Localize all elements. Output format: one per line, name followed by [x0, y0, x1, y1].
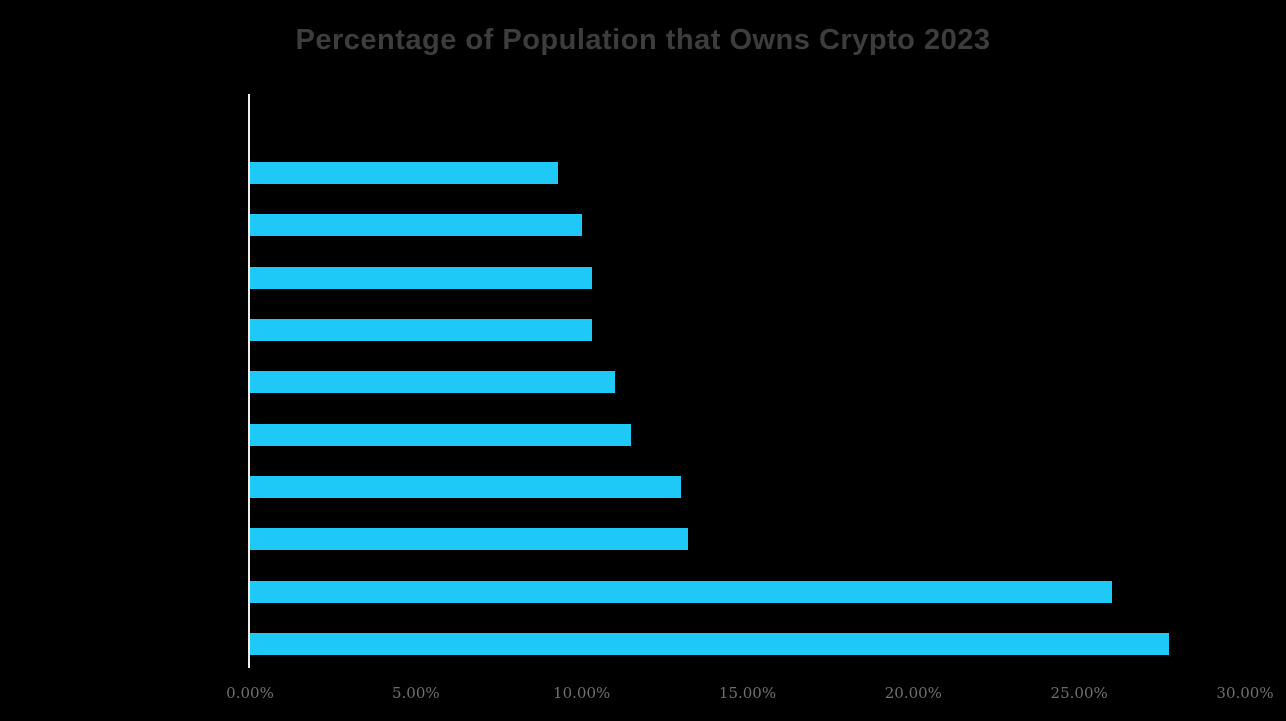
y-axis-line — [248, 94, 250, 668]
bar — [250, 423, 632, 446]
bar — [250, 162, 559, 184]
bar — [250, 528, 688, 551]
x-axis-tick-label: 10.00% — [553, 684, 611, 702]
bar — [250, 371, 615, 394]
bar — [250, 475, 682, 498]
bar — [250, 214, 582, 237]
x-axis: 0.00% 5.00% 10.00% 15.00% 20.00% 25.00% 30.00% — [226, 684, 1273, 704]
bar — [250, 580, 1113, 603]
x-axis-tick-label: 5.00% — [392, 684, 440, 702]
plot-area — [250, 95, 1245, 668]
x-axis-tick-label: 30.00% — [1216, 684, 1274, 702]
x-axis-tick-label: 0.00% — [226, 684, 274, 702]
x-axis-tick-label: 15.00% — [718, 684, 777, 702]
bar — [250, 266, 592, 289]
chart-title: Percentage of Population that Owns Crypt… — [295, 24, 991, 56]
x-axis-tick-label: 25.00% — [1050, 684, 1108, 702]
x-axis-tick-label: 20.00% — [884, 684, 942, 702]
bar — [250, 632, 1169, 655]
bar — [250, 318, 592, 341]
